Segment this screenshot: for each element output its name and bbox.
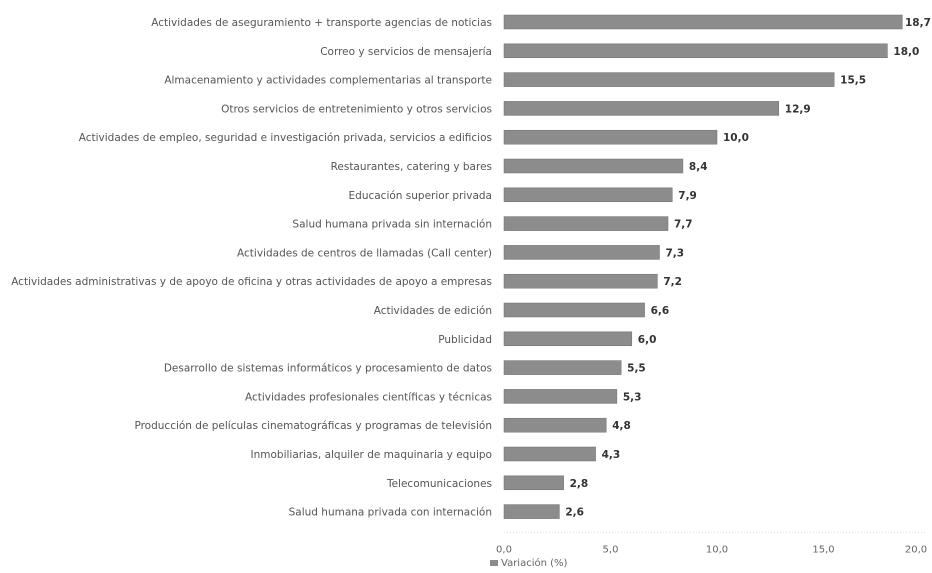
- category-label-14: Actividades profesionales científicas y …: [245, 391, 492, 403]
- category-label-4: Otros servicios de entretenimiento y otr…: [221, 103, 492, 115]
- bar-9: [503, 245, 660, 260]
- bar-1: [503, 14, 903, 30]
- bar-6: [503, 158, 684, 174]
- category-labels-group: Actividades de aseguramiento + transport…: [11, 17, 492, 519]
- value-label-15: 4,8: [612, 420, 631, 432]
- value-label-2: 18,0: [893, 46, 919, 58]
- bar-11: [503, 302, 645, 318]
- value-label-11: 6,6: [651, 305, 670, 317]
- bar-16: [503, 446, 596, 462]
- bar-8: [503, 216, 669, 231]
- value-label-8: 7,7: [674, 219, 693, 231]
- legend: Variación (%): [490, 557, 568, 569]
- category-label-7: Educación superior privada: [349, 190, 492, 202]
- category-label-16: Inmobiliarias, alquiler de maquinaria y …: [251, 449, 493, 461]
- category-label-8: Salud humana privada sin internación: [292, 219, 492, 231]
- category-label-2: Correo y servicios de mensajería: [320, 46, 492, 58]
- category-label-17: Telecomunicaciones: [386, 478, 492, 490]
- value-label-5: 10,0: [723, 132, 749, 144]
- value-label-10: 7,2: [663, 276, 682, 288]
- bar-14: [503, 389, 618, 404]
- value-label-3: 15,5: [840, 75, 866, 87]
- category-label-13: Desarrollo de sistemas informáticos y pr…: [164, 363, 492, 375]
- category-label-18: Salud humana privada con internación: [289, 507, 492, 519]
- x-tick-label-2: 5,0: [603, 545, 619, 556]
- bar-15: [503, 417, 607, 433]
- x-tick-label-4: 15,0: [812, 545, 834, 556]
- category-label-11: Actividades de edición: [374, 305, 492, 317]
- category-label-15: Producción de películas cinematográficas…: [134, 420, 492, 432]
- value-label-12: 6,0: [638, 334, 657, 346]
- legend-swatch: [490, 560, 498, 566]
- value-label-14: 5,3: [623, 391, 642, 403]
- value-label-4: 12,9: [785, 103, 811, 115]
- value-label-16: 4,3: [602, 449, 621, 461]
- value-label-1: 18,7: [905, 17, 931, 29]
- category-label-1: Actividades de aseguramiento + transport…: [151, 17, 492, 29]
- bar-12: [503, 331, 633, 347]
- bar-5: [503, 129, 718, 145]
- category-label-10: Actividades administrativas y de apoyo d…: [11, 276, 492, 288]
- bar-13: [503, 360, 622, 375]
- bar-18: [503, 504, 560, 519]
- x-tick-label-1: 0,0: [496, 545, 512, 556]
- category-label-9: Actividades de centros de llamadas (Call…: [237, 247, 492, 259]
- x-tick-labels-group: 0,0 5,0 10,0 15,0 20,0: [496, 545, 927, 556]
- value-label-9: 7,3: [665, 247, 684, 259]
- value-label-17: 2,8: [570, 478, 589, 490]
- value-label-6: 8,4: [689, 161, 708, 173]
- bar-2: [503, 43, 888, 59]
- category-label-3: Almacenamiento y actividades complementa…: [164, 75, 492, 87]
- legend-label: Variación (%): [501, 557, 568, 569]
- x-tick-label-3: 10,0: [706, 545, 728, 556]
- category-label-12: Publicidad: [438, 334, 492, 346]
- x-tick-label-5: 20,0: [905, 545, 927, 556]
- bar-4: [503, 101, 780, 116]
- bar-7: [503, 187, 673, 203]
- bars-group: [503, 14, 903, 519]
- value-label-7: 7,9: [678, 190, 697, 202]
- bar-3: [503, 72, 835, 87]
- category-label-6: Restaurantes, catering y bares: [331, 161, 492, 173]
- value-label-18: 2,6: [565, 507, 584, 519]
- value-label-13: 5,5: [627, 363, 646, 375]
- bar-17: [503, 475, 564, 491]
- bar-10: [503, 273, 658, 289]
- value-labels-group: 18,7 18,0 15,5 12,9 10,0 8,4 7,9 7,7 7,3 7,2 6,6 6,…: [565, 17, 931, 519]
- category-label-5: Actividades de empleo, seguridad e inves…: [79, 132, 492, 144]
